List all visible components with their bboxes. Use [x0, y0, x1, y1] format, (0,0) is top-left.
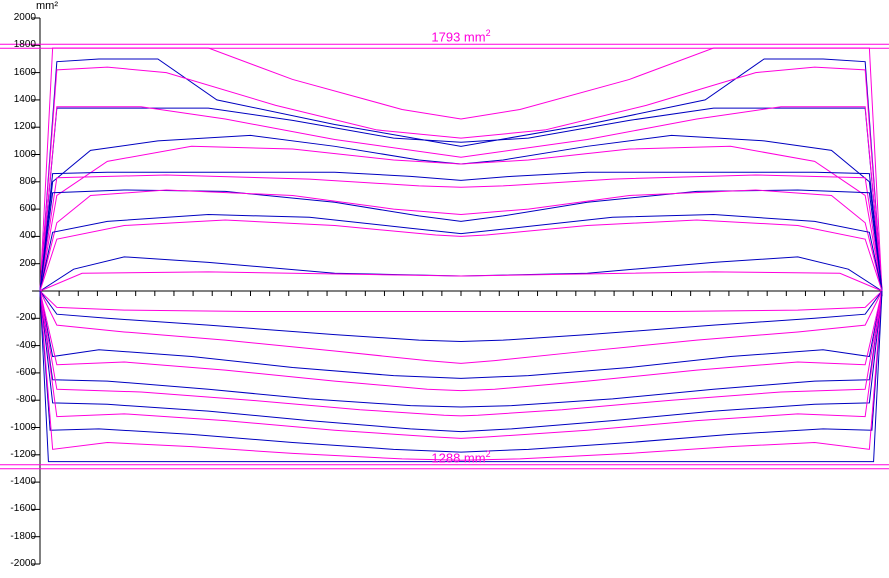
- limit-label-upper: 1793 mm2: [401, 28, 521, 44]
- limit-label-lower: 1288 mm2: [401, 449, 521, 465]
- ytick-label: -200: [2, 312, 36, 323]
- ytick-label: -600: [2, 367, 36, 378]
- ytick-label: 1200: [2, 121, 36, 132]
- ytick-label: 400: [2, 230, 36, 241]
- ytick-label: -1800: [2, 531, 36, 542]
- ytick-label: 200: [2, 258, 36, 269]
- limit-lower-sup: 2: [486, 449, 491, 459]
- ytick-label: 1800: [2, 39, 36, 50]
- ytick-label: 800: [2, 176, 36, 187]
- ytick-label: -1400: [2, 476, 36, 487]
- ytick-label: 600: [2, 203, 36, 214]
- ytick-label: 1000: [2, 149, 36, 160]
- ytick-label: -1600: [2, 503, 36, 514]
- ytick-label: -2000: [2, 558, 36, 569]
- ytick-label: -400: [2, 340, 36, 351]
- ytick-label: -1000: [2, 422, 36, 433]
- ytick-label: 2000: [2, 12, 36, 23]
- limit-lower-value: 1288 mm: [431, 450, 485, 465]
- ytick-label: 1400: [2, 94, 36, 105]
- limit-upper-sup: 2: [486, 28, 491, 38]
- ytick-label: -800: [2, 394, 36, 405]
- unit-label: mm²: [36, 0, 58, 12]
- plot-svg: [0, 0, 889, 578]
- ytick-label: 1600: [2, 67, 36, 78]
- ytick-label: -1200: [2, 449, 36, 460]
- limit-upper-value: 1793 mm: [431, 30, 485, 45]
